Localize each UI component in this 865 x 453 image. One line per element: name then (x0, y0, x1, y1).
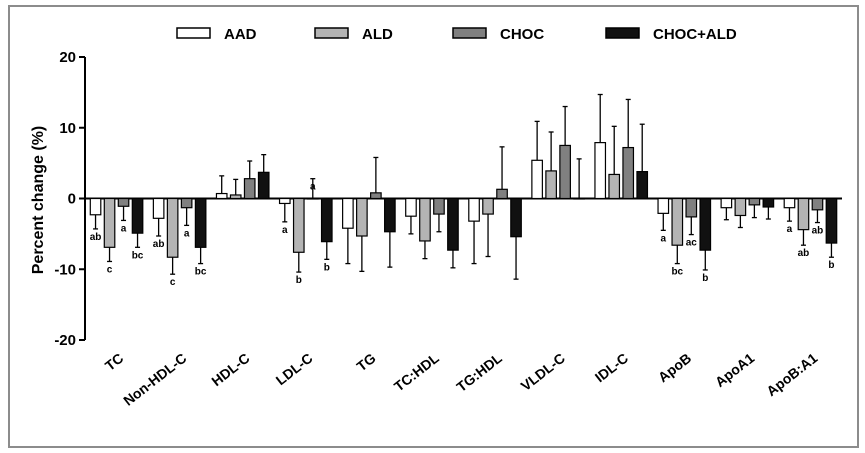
bar (685, 197, 698, 218)
bar (699, 197, 712, 251)
bar (545, 170, 557, 200)
legend-label: CHOC+ALD (653, 26, 737, 43)
legend-label: AAD (224, 26, 257, 43)
bar (356, 197, 368, 237)
bar (636, 171, 649, 200)
significance-label: a (661, 233, 667, 244)
bar (783, 197, 796, 209)
x-category-label: LDL-C (273, 350, 316, 388)
x-category-label: TG:HDL (453, 349, 505, 394)
x-category-label: TG (354, 350, 379, 375)
bar (103, 197, 116, 248)
bar (657, 197, 670, 214)
x-category-label: ApoB:A1 (763, 350, 820, 400)
y-tick-label: -20 (54, 332, 76, 349)
bar (215, 192, 228, 200)
bar (433, 197, 445, 215)
x-category-label: IDL-C (592, 350, 631, 386)
bar (180, 197, 193, 209)
bar (825, 197, 838, 244)
bar (292, 197, 305, 253)
x-category-label: TC (102, 350, 127, 374)
bar (229, 194, 242, 200)
legend-label: CHOC (500, 26, 544, 43)
bar (131, 197, 144, 234)
significance-label: ab (153, 239, 165, 250)
bar (797, 197, 810, 231)
bar (468, 197, 480, 222)
significance-label: a (787, 224, 793, 235)
bar (405, 197, 417, 217)
bar (419, 197, 431, 242)
bar (559, 144, 571, 200)
y-tick-label: 20 (59, 49, 76, 66)
x-category-label: ApoA1 (712, 350, 758, 391)
bar (496, 188, 508, 200)
bar (194, 197, 207, 248)
significance-label: bc (132, 250, 144, 261)
bar (243, 178, 256, 200)
x-category-label: ApoB (655, 350, 694, 386)
bar (384, 197, 396, 233)
legend-label: ALD (362, 26, 393, 43)
significance-label: ab (90, 232, 102, 243)
bar (671, 197, 684, 246)
bar (622, 146, 635, 200)
bar (166, 197, 179, 258)
y-axis-label: Percent change (%) (30, 126, 47, 274)
legend-swatch (452, 27, 487, 39)
bar (762, 197, 775, 208)
bar (594, 142, 607, 200)
bar (152, 197, 165, 219)
significance-label: a (310, 182, 316, 193)
bar (734, 197, 747, 217)
bar (342, 197, 354, 229)
bar (320, 197, 333, 243)
y-tick-label: 0 (68, 191, 76, 208)
significance-label: c (170, 277, 176, 288)
bar (278, 197, 291, 205)
bar (306, 197, 319, 200)
significance-label: a (184, 228, 190, 239)
bar (608, 173, 621, 200)
significance-label: c (107, 264, 113, 275)
bar (89, 197, 102, 216)
bar (531, 159, 543, 200)
significance-label: b (296, 275, 302, 286)
legend-swatch (605, 27, 640, 39)
significance-label: bc (195, 267, 207, 278)
x-category-label: VLDL-C (518, 350, 568, 394)
significance-label: a (121, 223, 127, 234)
bar (370, 192, 382, 200)
bar (257, 171, 270, 200)
significance-label: bc (671, 267, 683, 278)
legend-swatch (314, 27, 349, 39)
bar (573, 197, 585, 200)
bar (117, 197, 130, 207)
bar (720, 197, 733, 209)
significance-label: b (828, 260, 834, 271)
bar (482, 197, 494, 215)
x-category-label: Non-HDL-C (120, 350, 189, 409)
bar (748, 197, 761, 206)
significance-label: ab (812, 226, 824, 237)
y-tick-label: -10 (54, 261, 76, 278)
significance-label: b (702, 273, 708, 284)
significance-label: a (282, 225, 288, 236)
y-tick-label: 10 (59, 120, 76, 137)
significance-label: ac (686, 238, 698, 249)
bar (447, 197, 459, 251)
significance-label: ab (798, 248, 810, 259)
legend-swatch (176, 27, 211, 39)
bar (510, 197, 522, 238)
x-category-label: TC:HDL (391, 349, 442, 394)
chart-frame (8, 5, 859, 448)
significance-label: b (324, 262, 330, 273)
x-category-label: HDL-C (208, 350, 252, 389)
bar (811, 197, 824, 211)
